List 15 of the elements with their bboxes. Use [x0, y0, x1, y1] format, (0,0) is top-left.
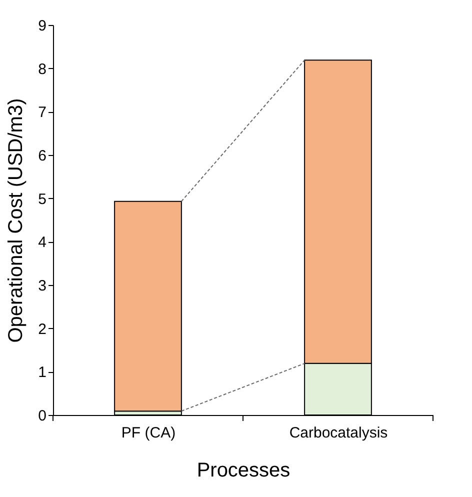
- y-tick-label: 0: [38, 408, 46, 424]
- x-tick-label: PF (CA): [121, 424, 176, 442]
- y-tick-label: 3: [38, 278, 46, 294]
- x-axis-title: Processes: [196, 460, 290, 482]
- y-axis-title: Operational Cost (USD/m3): [5, 98, 28, 343]
- x-tick-label: Carbocatalysis: [289, 424, 388, 442]
- y-tick-label: 5: [38, 190, 46, 208]
- y-tick-label: 4: [38, 234, 46, 252]
- y-tick-label: 9: [38, 18, 46, 34]
- y-tick-label: 1: [38, 364, 46, 382]
- y-tick-label: 2: [38, 320, 46, 338]
- y-tick-label: 7: [38, 104, 46, 122]
- y-tick-label: 8: [38, 60, 46, 78]
- bar: [114, 200, 182, 412]
- y-tick-label: 6: [38, 148, 46, 164]
